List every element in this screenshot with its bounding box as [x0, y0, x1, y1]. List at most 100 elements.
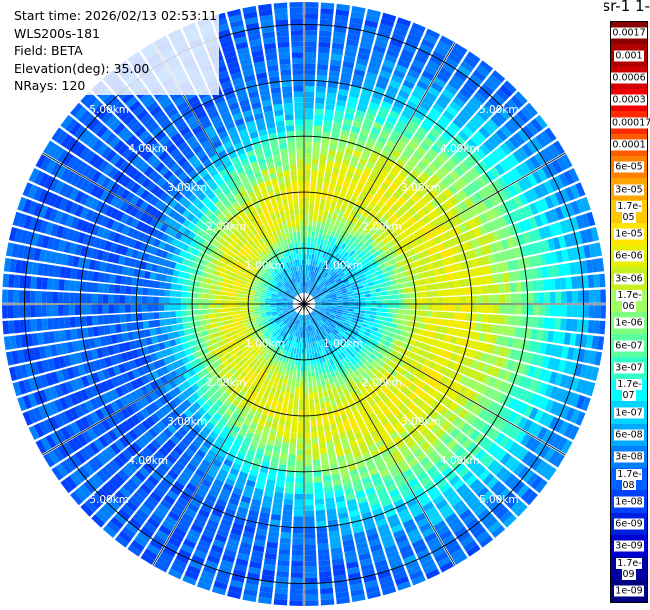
ppi-cell — [214, 304, 221, 309]
ppi-cell — [437, 40, 452, 52]
ppi-cell — [473, 204, 483, 215]
ppi-cell — [424, 277, 431, 285]
ppi-cell — [566, 347, 575, 360]
ppi-cell — [357, 405, 366, 414]
ppi-cell — [250, 440, 259, 448]
ppi-cell — [353, 376, 360, 384]
ppi-cell — [381, 291, 388, 296]
ppi-cell — [465, 287, 472, 295]
ppi-cell — [360, 255, 368, 261]
ppi-cell — [378, 493, 390, 503]
ppi-cell — [519, 389, 529, 401]
ppi-cell — [288, 358, 293, 365]
ppi-cell — [508, 441, 520, 455]
ppi-cell — [306, 281, 309, 288]
ppi-cell — [499, 510, 513, 524]
ppi-cell — [312, 311, 317, 316]
ppi-cell — [195, 434, 205, 444]
ppi-cell — [350, 372, 357, 379]
ppi-cell — [324, 312, 331, 316]
ppi-cell — [314, 260, 318, 267]
ppi-cell — [298, 337, 301, 343]
ppi-cell — [346, 233, 353, 241]
ppi-cell — [444, 199, 454, 209]
ppi-cell — [180, 543, 194, 554]
ppi-cell — [236, 340, 243, 347]
ppi-cell — [490, 480, 503, 494]
ppi-cell — [186, 292, 193, 298]
ppi-cell — [34, 218, 43, 232]
ppi-cell — [337, 270, 343, 276]
ppi-cell — [284, 326, 289, 333]
ppi-cell — [325, 98, 336, 105]
ppi-cell — [367, 281, 375, 287]
ppi-cell — [342, 297, 349, 300]
ppi-cell — [449, 207, 459, 217]
ppi-cell — [66, 228, 75, 241]
ppi-cell — [335, 290, 342, 294]
ppi-cell — [231, 311, 238, 316]
ppi-cell — [327, 353, 332, 361]
ppi-cell — [300, 314, 303, 321]
ppi-cell — [332, 563, 345, 571]
ppi-cell — [454, 215, 464, 225]
ppi-cell — [371, 549, 385, 558]
ppi-cell — [428, 269, 436, 277]
ppi-cell — [281, 385, 287, 392]
ppi-cell — [72, 256, 80, 268]
ppi-cell — [462, 269, 470, 278]
ppi-cell — [432, 304, 439, 311]
ppi-cell — [327, 81, 339, 89]
ppi-cell — [108, 304, 115, 314]
ppi-cell — [8, 227, 18, 242]
ppi-cell — [391, 33, 406, 43]
ppi-cell — [328, 525, 339, 532]
ppi-cell — [335, 260, 342, 267]
ppi-cell — [331, 272, 338, 278]
ppi-cell — [538, 368, 547, 381]
ppi-cell — [293, 510, 304, 517]
ppi-cell — [271, 311, 278, 315]
ppi-cell — [551, 159, 563, 174]
ppi-cell — [508, 271, 516, 282]
ppi-cell — [323, 228, 328, 235]
ppi-cell — [312, 336, 316, 342]
ppi-cell — [316, 526, 328, 533]
ppi-cell — [401, 276, 408, 283]
ppi-cell — [254, 429, 262, 437]
ppi-cell — [292, 330, 296, 336]
ppi-cell — [439, 431, 449, 442]
ppi-cell — [195, 388, 204, 398]
ppi-cell — [556, 156, 568, 171]
ppi-cell — [274, 316, 280, 321]
ppi-cell — [156, 265, 164, 274]
ppi-cell — [176, 344, 184, 352]
ppi-cell — [347, 345, 354, 352]
ppi-cell — [371, 416, 380, 425]
ppi-cell — [304, 359, 307, 366]
ppi-cell — [440, 250, 448, 259]
ppi-cell — [523, 218, 533, 231]
ppi-cell — [327, 318, 333, 323]
ppi-cell — [168, 568, 183, 580]
ppi-cell — [330, 399, 337, 407]
ppi-cell — [262, 352, 268, 359]
ppi-cell — [237, 552, 250, 561]
ppi-cell — [358, 442, 368, 450]
ppi-cell — [318, 357, 323, 364]
ppi-cell — [466, 358, 474, 368]
ppi-cell — [443, 304, 450, 311]
ppi-cell — [307, 270, 310, 277]
ppi-cell — [491, 132, 504, 145]
ppi-cell — [347, 337, 354, 343]
ppi-cell — [206, 273, 214, 279]
ppi-cell — [187, 396, 196, 405]
ppi-cell — [422, 383, 431, 393]
ppi-cell — [546, 431, 558, 446]
ppi-cell — [102, 432, 114, 445]
ppi-cell — [334, 349, 340, 356]
ppi-cell — [331, 300, 338, 303]
ppi-cell — [317, 425, 324, 432]
ppi-cell — [350, 236, 357, 243]
ppi-cell — [241, 356, 249, 364]
